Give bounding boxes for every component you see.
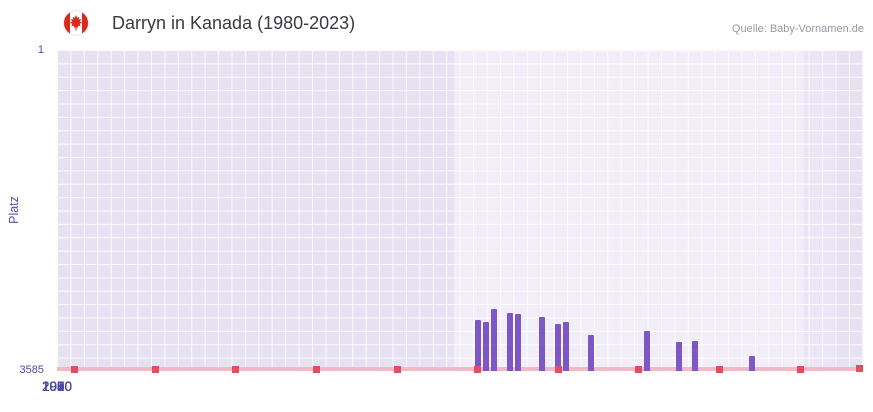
x-tick-1960: 1960: [41, 379, 73, 394]
markers-layer: [57, 50, 863, 373]
y-axis-label: Platz: [7, 196, 21, 224]
unranked-marker-2010: [716, 366, 723, 373]
x-tick-2000: 2000: [41, 379, 73, 394]
bar-1985: [515, 314, 521, 371]
x-axis: 1930 1940 1950 1960 1970 1980 1990 2000 2010 2020: [42, 379, 863, 399]
y-tick-max: 1: [37, 44, 44, 56]
x-tick-2010: 2010: [41, 379, 73, 394]
bar-1981: [482, 321, 489, 371]
unranked-marker-2000: [635, 366, 643, 373]
unranked-marker-1940: [151, 366, 159, 373]
bar-1991: [563, 322, 570, 371]
bars-layer: [57, 50, 863, 371]
grid-overlay: [57, 50, 863, 371]
unranked-marker-1930: [71, 366, 79, 373]
x-tick-1930: 1930: [41, 379, 73, 394]
source-attribution: Quelle: Baby-Vornamen.de: [731, 23, 864, 35]
bar-2005: [676, 342, 683, 371]
x-tick-1980: 1980: [41, 379, 73, 394]
bar-2007: [692, 341, 699, 371]
unranked-marker-1980: [474, 366, 482, 373]
x-tick-1990: 1990: [41, 379, 73, 394]
unranked-marker-1970: [393, 366, 401, 373]
bar-1988: [539, 317, 546, 371]
unranked-marker-1960: [313, 366, 320, 373]
bar-2001: [644, 330, 650, 371]
x-tick-1950: 1950: [41, 379, 73, 394]
x-tick-1970: 1970: [41, 379, 73, 394]
y-tick-min: 3585: [19, 364, 44, 376]
bar-1982: [490, 309, 497, 371]
x-tick-1940: 1940: [41, 379, 73, 394]
bar-1990: [555, 323, 562, 371]
unranked-marker-1950: [232, 366, 240, 373]
unranked-marker-2020: [796, 366, 804, 373]
bar-1994: [587, 335, 594, 371]
chart-title: Darryn in Kanada (1980-2023): [112, 13, 356, 33]
bar-1984: [507, 313, 513, 371]
x-tick-2020: 2020: [41, 379, 73, 394]
plot-area: [57, 50, 863, 373]
bar-1980: [474, 320, 481, 371]
unranked-marker-1990: [554, 366, 562, 373]
canada-flag-icon: [63, 10, 89, 36]
bar-2014: [748, 356, 755, 371]
baseline-strip: [57, 365, 863, 372]
